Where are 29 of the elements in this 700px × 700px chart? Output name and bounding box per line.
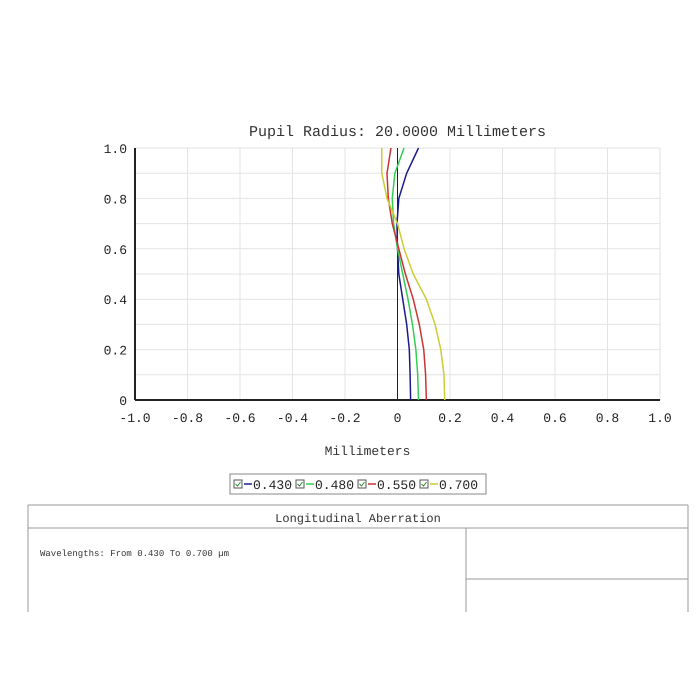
- text: Longitudinal Aberration: [275, 512, 441, 526]
- legend-label: 0.550: [377, 478, 416, 493]
- legend-label: 0.430: [253, 478, 292, 493]
- y-tick-label: 0.6: [104, 242, 127, 258]
- x-tick-label: 1.0: [648, 411, 672, 426]
- legend-label: 0.700: [439, 478, 478, 493]
- legend-label: 0.480: [315, 478, 354, 493]
- x-tick-label: -0.8: [172, 411, 204, 426]
- x-tick-label: 0.2: [438, 411, 462, 426]
- y-tick-label: 0.8: [104, 192, 127, 208]
- y-tick-label: 0: [119, 394, 127, 409]
- chart-title: Pupil Radius: 20.0000 Millimeters: [248, 124, 546, 141]
- y-tick-label: 1.0: [104, 142, 127, 157]
- x-tick-label: 0.4: [490, 411, 514, 426]
- line-series: [386, 147, 428, 401]
- line-series: [392, 147, 420, 401]
- x-tick-label: -0.2: [329, 411, 361, 426]
- x-axis-title: Millimeters: [324, 444, 410, 459]
- y-tick-label: 0.4: [104, 293, 128, 308]
- text: Wavelengths: From 0.430 To 0.700 µm: [40, 549, 230, 559]
- line-series: [381, 147, 446, 401]
- x-tick-label: -0.4: [276, 411, 308, 426]
- x-tick-label: 0: [394, 411, 402, 426]
- x-tick-label: 0.6: [543, 411, 567, 426]
- y-tick-label: 0.2: [104, 344, 127, 359]
- x-tick-label: 0.8: [596, 411, 620, 426]
- line-series: [396, 147, 420, 401]
- x-tick-label: -0.6: [224, 411, 256, 426]
- x-tick-label: -1.0: [119, 411, 151, 426]
